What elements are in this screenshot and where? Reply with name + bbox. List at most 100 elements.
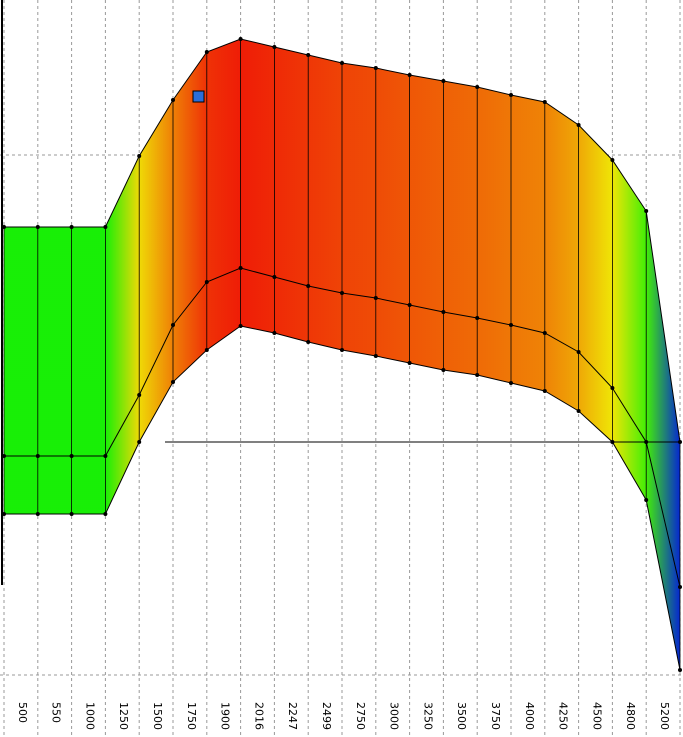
x-tick-label: 2499 (320, 702, 333, 730)
surface-cell (612, 160, 647, 500)
vertex (610, 440, 615, 444)
x-tick-label: 4800 (624, 702, 637, 730)
vertex (644, 498, 649, 502)
x-tick-label: 2247 (286, 702, 299, 730)
surface-cell (274, 47, 309, 342)
vertex (644, 440, 649, 444)
vertex (272, 275, 277, 279)
vertex (2, 225, 6, 229)
vertex (542, 331, 547, 335)
vertex (137, 440, 142, 444)
vertex (475, 373, 480, 377)
vertex (373, 66, 378, 70)
vertex (407, 73, 412, 77)
vertex (340, 348, 344, 352)
vertex (306, 53, 311, 57)
vertex (340, 61, 344, 65)
x-tick-label: 5200 (658, 702, 671, 730)
x-tick-label: 1250 (117, 702, 130, 730)
surface-cell (511, 95, 545, 391)
vertex (2, 512, 6, 516)
surface-cell (37, 227, 72, 514)
vertex (576, 350, 581, 354)
vertex (509, 381, 513, 385)
vertex (644, 209, 649, 213)
x-tick-label: 3750 (489, 702, 502, 730)
surface-cell (409, 75, 444, 370)
vertex (610, 158, 615, 162)
surface-cell (240, 39, 275, 333)
vertex (35, 225, 40, 229)
surface-cell (342, 63, 376, 356)
x-tick-label: 2016 (252, 702, 265, 730)
vertex (441, 368, 446, 372)
vertex (407, 361, 412, 365)
vertex (340, 291, 344, 295)
vertex (137, 154, 142, 158)
vertex (306, 340, 311, 344)
x-tick-label: 4250 (557, 702, 570, 730)
x-tick-label: 1900 (219, 702, 232, 730)
x-tick-label: 550 (50, 702, 63, 723)
vertex (137, 393, 142, 397)
x-tick-label: 1500 (151, 702, 164, 730)
x-tick-label: 1000 (83, 702, 96, 730)
surface-cell (477, 87, 511, 383)
x-tick-label: 3250 (421, 702, 434, 730)
vertex (2, 454, 6, 458)
vertex (103, 225, 108, 229)
vertex (509, 323, 513, 327)
vertex (69, 512, 74, 516)
surface-cell (206, 39, 241, 350)
x-tick-label: 4000 (523, 702, 536, 730)
surface-cell (646, 211, 680, 670)
vertex (204, 348, 209, 352)
surface-cell (173, 52, 207, 382)
vertex (238, 266, 243, 270)
x-tick-label: 4500 (590, 702, 603, 730)
vertex (238, 37, 243, 41)
x-tick-label: 3000 (388, 702, 401, 730)
vertex (69, 454, 74, 458)
surface-cell (375, 68, 410, 363)
x-tick-label: 500 (16, 702, 29, 723)
x-tick-label: 3500 (455, 702, 468, 730)
cursor-cell[interactable] (192, 90, 205, 103)
surface-cell (4, 227, 38, 514)
surface-cell (578, 125, 613, 442)
vertex (576, 123, 581, 127)
vertex (678, 585, 682, 589)
vertex (272, 331, 277, 335)
vertex (238, 324, 243, 328)
vertex (306, 284, 311, 288)
vertex (69, 225, 74, 229)
surface-cell (443, 81, 478, 375)
vertex (171, 380, 175, 384)
vertex (475, 316, 480, 320)
vertex (171, 323, 175, 327)
vertex (204, 50, 209, 54)
vertex (373, 354, 378, 358)
vertex (272, 45, 277, 49)
vertex (407, 303, 412, 307)
x-tick-label: 1750 (185, 702, 198, 730)
surface-cell (105, 156, 140, 514)
surface-cell (71, 227, 106, 514)
vertex (475, 85, 480, 89)
vertex (171, 98, 175, 102)
vertex (103, 454, 108, 458)
vertex (678, 440, 682, 444)
vertex (373, 296, 378, 300)
vertex (509, 93, 513, 97)
vertex (441, 79, 446, 83)
surface-cell (139, 100, 173, 442)
x-tick-label: 2750 (354, 702, 367, 730)
vertex (542, 100, 547, 104)
surface-cell (308, 55, 342, 350)
vertex (35, 512, 40, 516)
vertex (441, 310, 446, 314)
vertex (678, 668, 682, 672)
vertex (610, 386, 615, 390)
